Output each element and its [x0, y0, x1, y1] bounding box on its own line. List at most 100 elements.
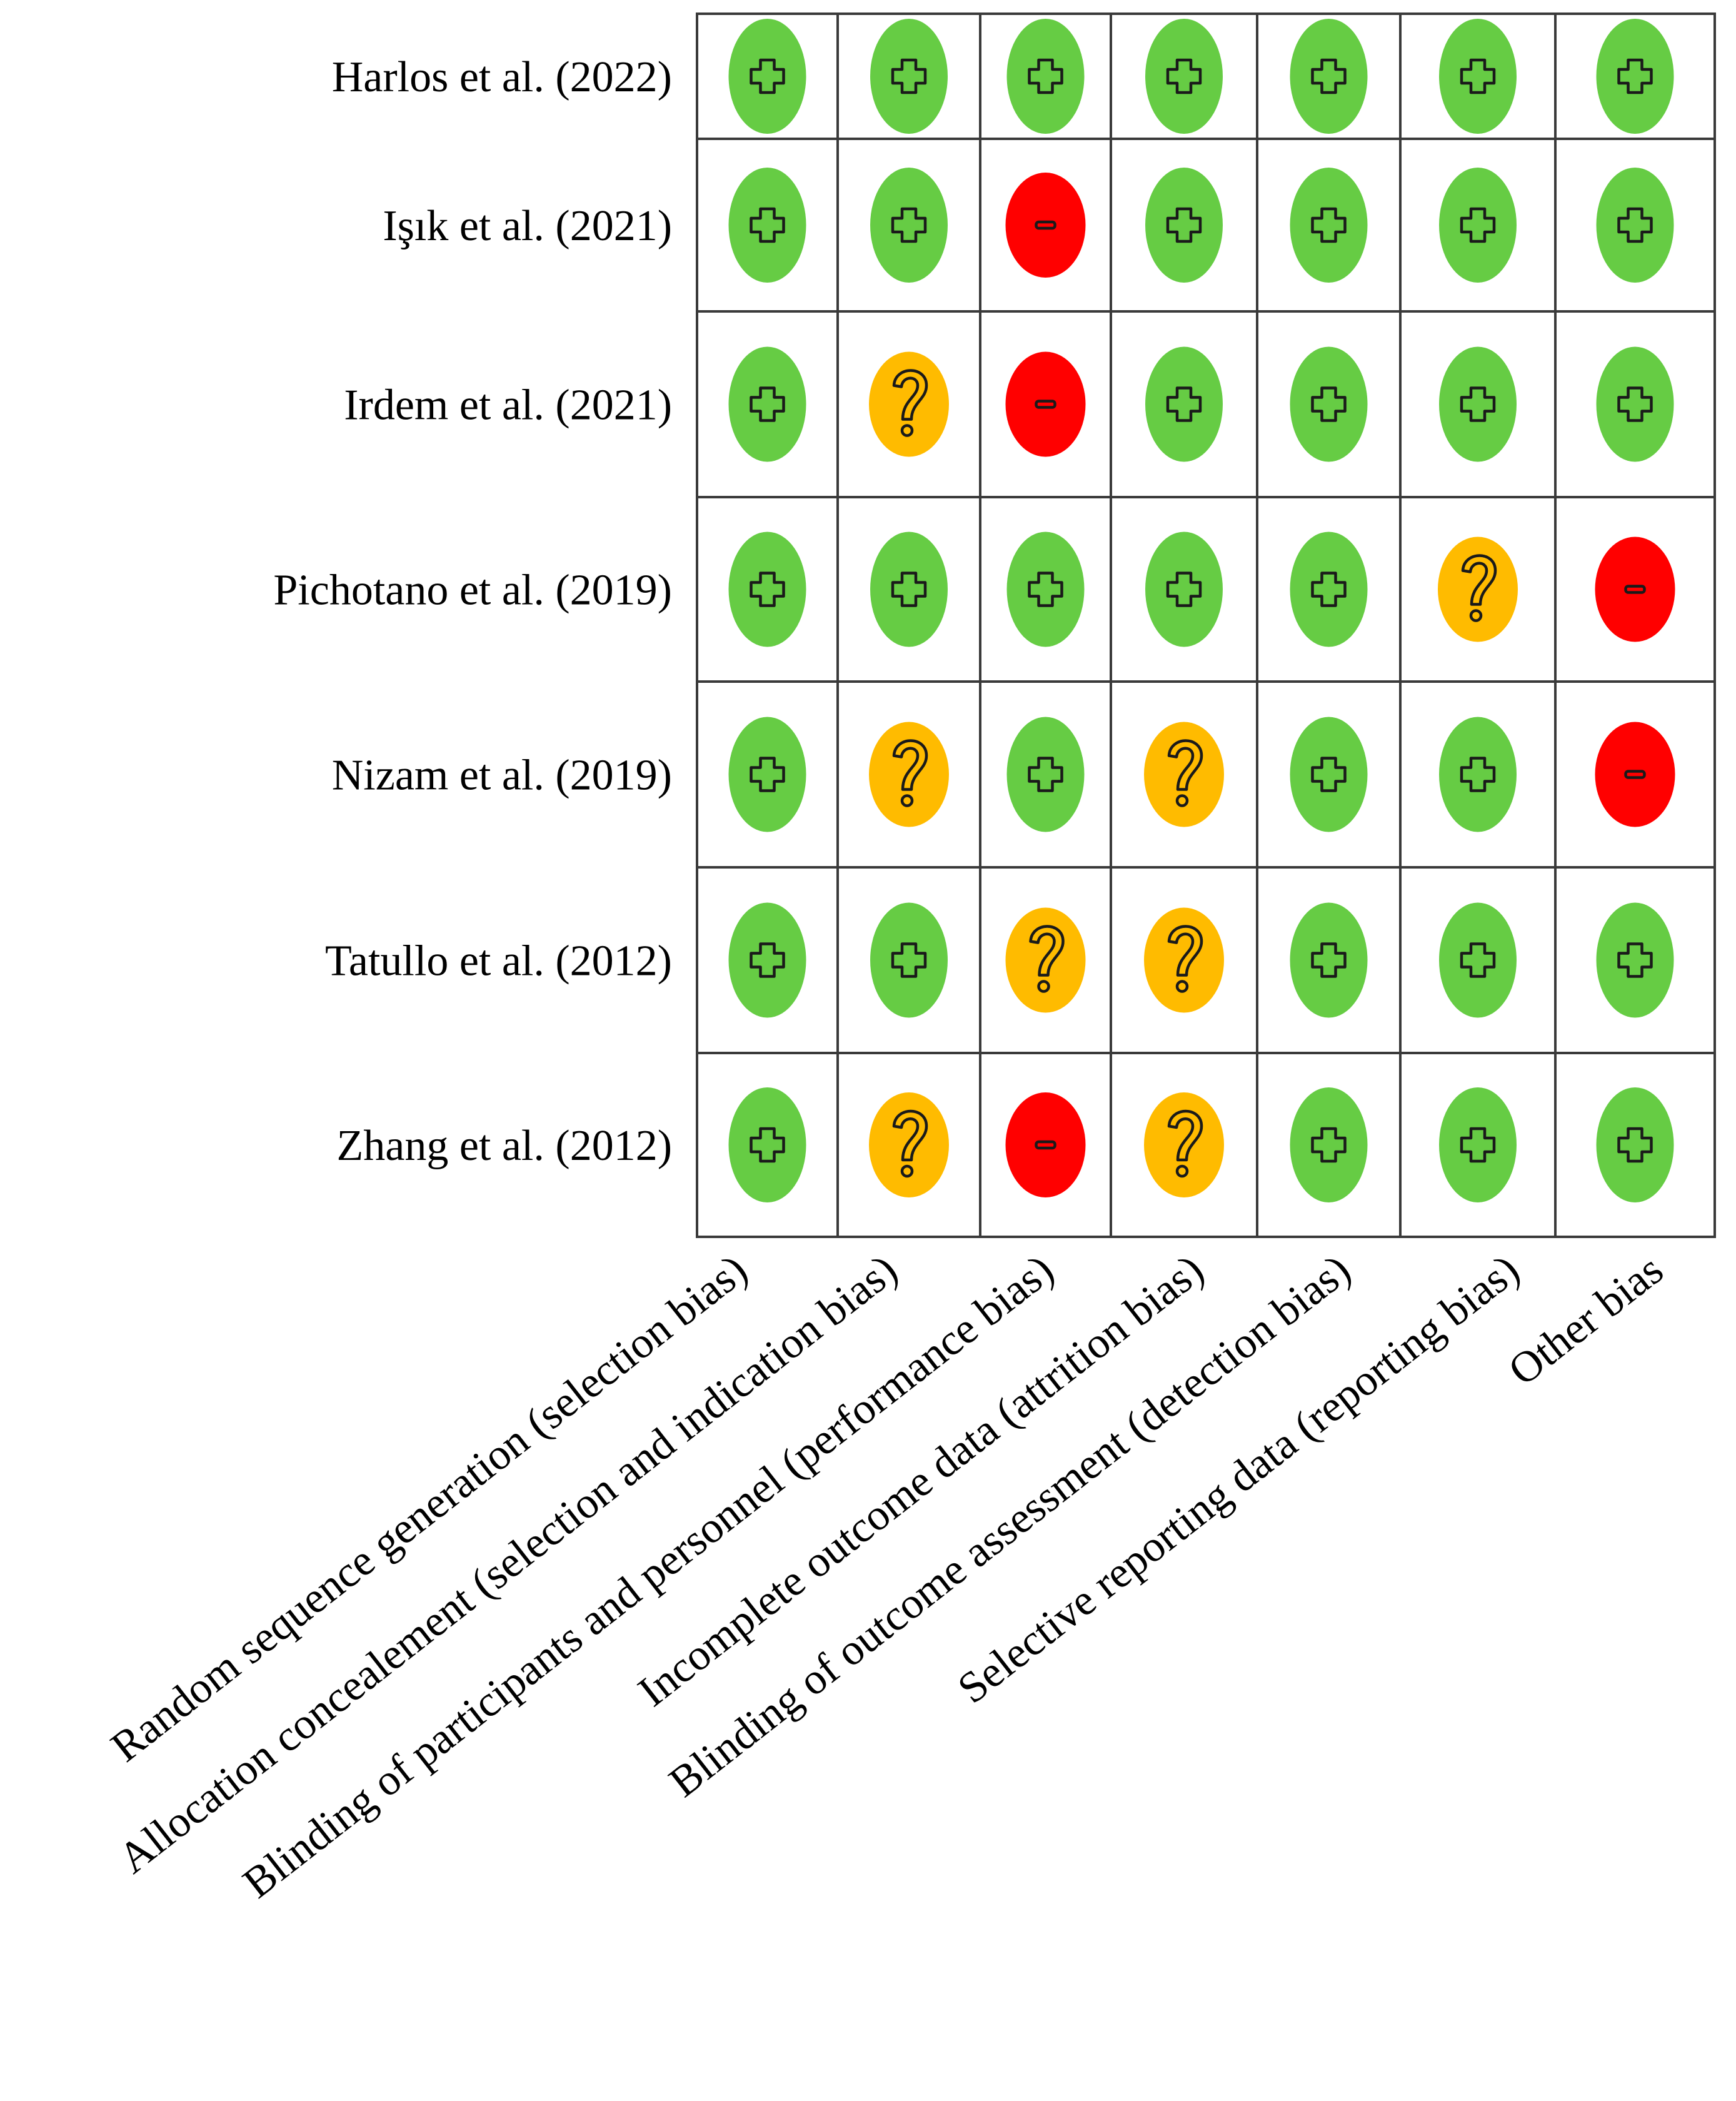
judgement-high-ellipse — [1005, 173, 1086, 278]
question-symbol — [1167, 925, 1203, 977]
judgement-low — [1439, 902, 1517, 1018]
judgement-unclear-ellipse — [869, 722, 949, 827]
plus-symbol — [1460, 1127, 1496, 1163]
plus-symbol — [750, 757, 785, 792]
judgement-low-ellipse — [1290, 19, 1368, 134]
plus-symbol — [750, 58, 785, 94]
study-label: Işık et al. (2021) — [383, 202, 672, 250]
judgement-low-ellipse — [728, 19, 806, 134]
plus-symbol — [1460, 942, 1496, 978]
judgement-high-ellipse — [1005, 351, 1086, 457]
domain-label: Incomplete outcome data (attrition bias) — [630, 1246, 1213, 1716]
plus-symbol — [750, 572, 785, 607]
plus-symbol — [1617, 207, 1653, 243]
judgement-low — [1290, 19, 1368, 134]
question-dot — [1469, 609, 1483, 622]
plus-symbol — [1166, 572, 1202, 607]
plus-symbol — [1460, 207, 1496, 243]
judgement-low — [1290, 168, 1368, 283]
judgement-low-ellipse — [1439, 1087, 1517, 1202]
judgement-low-ellipse — [870, 168, 948, 283]
judgement-low — [870, 168, 948, 283]
judgement-low-ellipse — [1290, 168, 1368, 283]
question-symbol — [1461, 554, 1497, 606]
minus-symbol — [1035, 400, 1056, 409]
question-symbol — [1167, 739, 1203, 791]
plus-symbol — [1166, 58, 1202, 94]
judgement-low-ellipse — [1145, 19, 1223, 134]
judgement-low-ellipse — [728, 532, 806, 647]
minus-symbol — [1035, 220, 1056, 230]
judgement-low — [1596, 346, 1674, 462]
judgement-low — [1145, 19, 1223, 134]
judgement-unclear-ellipse — [869, 1092, 949, 1197]
judgement-high — [1005, 173, 1086, 278]
judgement-low-ellipse — [728, 346, 806, 462]
judgement-low-ellipse — [1439, 717, 1517, 832]
judgement-low — [1145, 346, 1223, 462]
judgement-low-ellipse — [1290, 902, 1368, 1018]
judgement-low — [728, 902, 806, 1018]
judgement-low-ellipse — [1006, 717, 1085, 832]
judgement-unclear — [1144, 907, 1224, 1013]
judgement-low — [1439, 717, 1517, 832]
judgement-low — [1006, 717, 1085, 832]
judgement-low-ellipse — [1439, 168, 1517, 283]
study-labels: Harlos et al. (2022) Işık et al. (2021) Ir… — [273, 53, 672, 1170]
study-label: Harlos et al. (2022) — [332, 53, 672, 101]
judgement-low — [870, 532, 948, 647]
plus-symbol — [1311, 58, 1347, 94]
judgement-unclear — [869, 722, 949, 827]
judgement-low-ellipse — [728, 717, 806, 832]
question-dot — [1175, 1164, 1189, 1178]
judgement-low-ellipse — [1006, 19, 1085, 134]
plus-symbol — [1617, 58, 1653, 94]
domain-label: Other bias — [1500, 1246, 1672, 1395]
judgement-low — [1290, 532, 1368, 647]
question-symbol — [892, 369, 928, 421]
judgement-low — [1006, 19, 1085, 134]
judgement-low — [728, 717, 806, 832]
judgement-unclear-ellipse — [869, 351, 949, 457]
question-dot — [1037, 980, 1050, 993]
judgement-low-ellipse — [1439, 19, 1517, 134]
judgement-low-ellipse — [1145, 168, 1223, 283]
grid — [696, 13, 1716, 1238]
question-dot — [900, 1164, 914, 1178]
judgement-low-ellipse — [728, 1087, 806, 1202]
judgement-high-ellipse — [1595, 537, 1675, 642]
plus-symbol — [750, 207, 785, 243]
plus-symbol — [1311, 386, 1347, 422]
judgement-low-ellipse — [1596, 1087, 1674, 1202]
judgement-low — [1596, 19, 1674, 134]
judgement-low — [1596, 1087, 1674, 1202]
judgement-low-ellipse — [1145, 346, 1223, 462]
judgement-low — [1006, 532, 1085, 647]
judgement-low-ellipse — [1290, 532, 1368, 647]
judgement-low — [728, 1087, 806, 1202]
plus-symbol — [1028, 757, 1063, 792]
judgement-low-ellipse — [1439, 902, 1517, 1018]
question-dot — [900, 424, 914, 437]
judgement-low-ellipse — [870, 532, 948, 647]
judgement-unclear — [869, 1092, 949, 1197]
study-label: Nizam et al. (2019) — [332, 752, 672, 800]
plus-symbol — [1311, 207, 1347, 243]
minus-symbol — [1035, 1140, 1056, 1150]
question-symbol — [892, 1109, 928, 1162]
judgement-high-ellipse — [1595, 722, 1675, 827]
question-symbol — [1029, 925, 1065, 977]
plus-symbol — [891, 572, 927, 607]
judgement-unclear — [1144, 722, 1224, 827]
plus-symbol — [891, 207, 927, 243]
judgement-high — [1005, 351, 1086, 457]
judgement-low-ellipse — [1290, 346, 1368, 462]
judgement-low-ellipse — [1145, 532, 1223, 647]
judgement-high — [1595, 537, 1675, 642]
study-label: Pichotano et al. (2019) — [273, 567, 672, 615]
plus-symbol — [1617, 1127, 1653, 1163]
judgement-low-ellipse — [1290, 1087, 1368, 1202]
judgement-low — [1290, 717, 1368, 832]
study-label: Zhang et al. (2012) — [337, 1122, 672, 1170]
question-dot — [900, 794, 914, 807]
